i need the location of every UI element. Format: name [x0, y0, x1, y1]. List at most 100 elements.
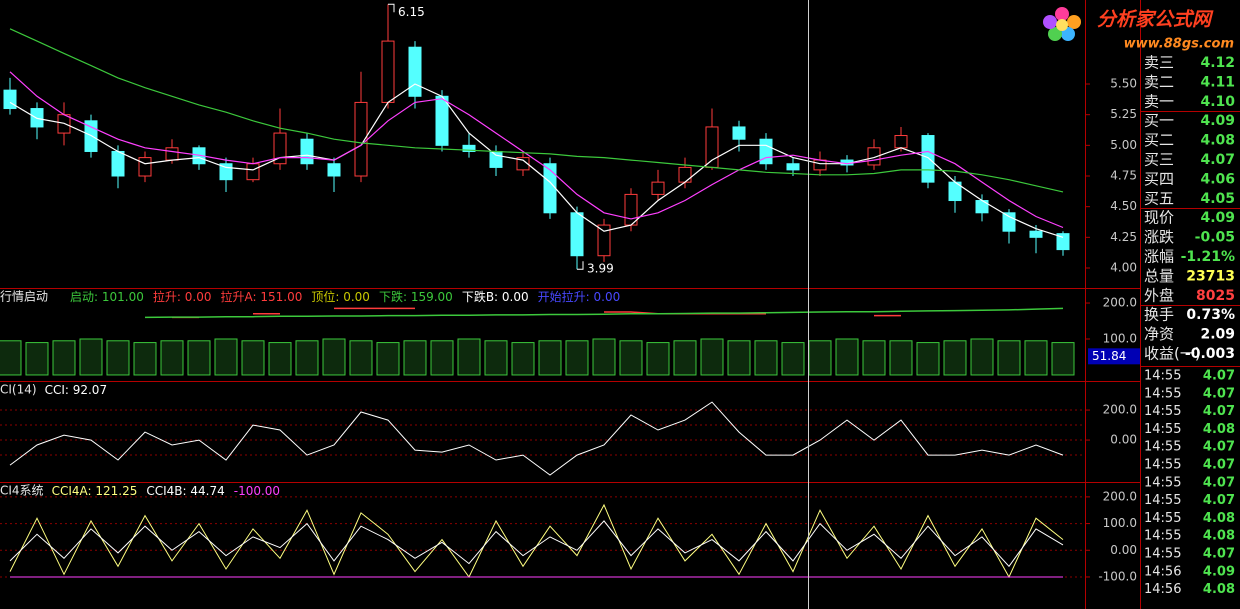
bar — [160, 340, 184, 376]
legend-name: CCI4B — [146, 484, 182, 498]
bar — [268, 342, 292, 376]
legend-entry: 启动: 101.00 — [70, 290, 144, 304]
quote-label: 现价 — [1144, 209, 1174, 227]
legend-value: 44.74 — [190, 484, 224, 498]
candle-body — [1056, 233, 1070, 251]
bar — [970, 338, 994, 376]
bar — [1051, 342, 1075, 376]
legend-value: 92.07 — [73, 383, 107, 397]
panel-title: 行情启动 — [0, 290, 48, 304]
bar — [0, 340, 22, 376]
legend-entry: CCI: 92.07 — [45, 383, 108, 397]
legend-entry: 下跌B: 0.00 — [462, 289, 529, 304]
quote-label: 收益(一) — [1144, 345, 1201, 363]
candle-body — [246, 163, 260, 181]
candle-body — [1029, 230, 1043, 238]
tick-price: 4.07 — [1203, 440, 1235, 455]
y-tick-label: 5.00 — [1110, 138, 1137, 152]
legend-entry: 拉升: 0.00 — [153, 289, 212, 304]
bar — [52, 340, 76, 376]
tick-price: 4.08 — [1203, 582, 1235, 597]
tick-time: 14:55 — [1144, 440, 1181, 455]
bar — [754, 340, 778, 376]
legend-entry: 开始拉升: 0.00 — [538, 289, 621, 304]
legend-value: 0.00 — [502, 290, 529, 304]
y-tick-label: 4.25 — [1110, 230, 1137, 244]
tick-time: 14:55 — [1144, 458, 1181, 473]
bar — [538, 340, 562, 376]
tick-time: 14:56 — [1144, 582, 1181, 597]
bar — [457, 338, 481, 376]
series-line — [9, 520, 1064, 568]
bar — [619, 340, 643, 376]
quote-value: 4.08 — [1200, 133, 1235, 149]
y-tick-label: 5.25 — [1110, 107, 1137, 121]
bar — [592, 338, 616, 376]
quote-label: 外盘 — [1144, 286, 1174, 304]
tick-price: 4.07 — [1203, 386, 1235, 401]
legend-value: 159.00 — [411, 290, 453, 304]
quote-value: 4.07 — [1200, 152, 1235, 168]
legend-separator: : — [252, 290, 260, 304]
quote-value: 23713 — [1186, 268, 1235, 284]
candle-body — [273, 132, 287, 165]
candle-body — [516, 157, 530, 171]
y-tick-label: 200.0 — [1103, 403, 1137, 417]
panel-title: CI4系统 — [0, 484, 44, 498]
candle-body — [732, 126, 746, 140]
quote-label: 卖一 — [1144, 92, 1174, 110]
legend-entry: 顶位: 0.00 — [311, 289, 370, 304]
quote-value: 8025 — [1196, 288, 1235, 304]
candle-body — [300, 138, 314, 165]
panel: 4.00 4.25 4.50 4.75 5.00 5.25 5.50 6.15 3.99 — [3, 3, 1137, 276]
candle-body — [165, 147, 179, 161]
value-badge-label: 51.84 — [1092, 349, 1126, 363]
quote-label: 买五 — [1144, 189, 1174, 207]
y-tick-label: 4.00 — [1110, 260, 1137, 274]
tick-price: 4.07 — [1203, 404, 1235, 419]
candle-body — [327, 163, 341, 177]
tick-price: 4.08 — [1203, 529, 1235, 544]
tick-time: 14:55 — [1144, 493, 1181, 508]
bar — [997, 340, 1021, 376]
quote-value: 4.10 — [1200, 94, 1235, 110]
legend-entry: CCI4B: 44.74 — [146, 484, 224, 498]
quote-value: 4.09 — [1200, 113, 1235, 129]
bar — [106, 340, 130, 376]
panel-title: CI(14) — [0, 383, 37, 397]
legend-name: 启动 — [70, 290, 94, 304]
quote-value: 4.09 — [1200, 210, 1235, 226]
candle-body — [813, 159, 827, 171]
candle-body — [894, 135, 908, 149]
legend-name: 下跌B — [462, 289, 494, 304]
legend-value: 0.00 — [343, 290, 370, 304]
legend-value: 151.00 — [260, 290, 302, 304]
tick-price: 4.09 — [1203, 564, 1235, 579]
bar — [133, 342, 157, 376]
bar — [808, 340, 832, 376]
candle-body — [111, 150, 125, 177]
legend-name: 开始拉升 — [538, 289, 586, 304]
logo-icon — [1043, 7, 1081, 41]
legend-name: 顶位 — [311, 289, 335, 304]
bar — [79, 338, 103, 376]
tick-price: 4.07 — [1203, 458, 1235, 473]
logo-name: 分析家公式网 — [1097, 9, 1214, 31]
panel: 200.0 0.00 CI(14) CCI: 92.07 — [0, 383, 1137, 476]
annotation: 3.99 — [587, 262, 614, 276]
annotation-leader — [577, 261, 584, 270]
series-line — [9, 71, 1064, 229]
panel: 200.0 100.0 51.84 行情启动 启动: 101.00 拉升: 0.00 拉升A… — [0, 289, 1140, 376]
bar — [430, 340, 454, 376]
bar — [403, 340, 427, 376]
annotation: 6.15 — [398, 5, 425, 19]
y-tick-label: 200.0 — [1103, 489, 1137, 503]
legend-separator: : — [177, 290, 185, 304]
legend-entry: 拉升A: 151.00 — [220, 289, 302, 304]
quote-label: 买四 — [1144, 170, 1174, 188]
candle-body — [462, 144, 476, 152]
y-tick-label: -100.0 — [1098, 569, 1137, 583]
